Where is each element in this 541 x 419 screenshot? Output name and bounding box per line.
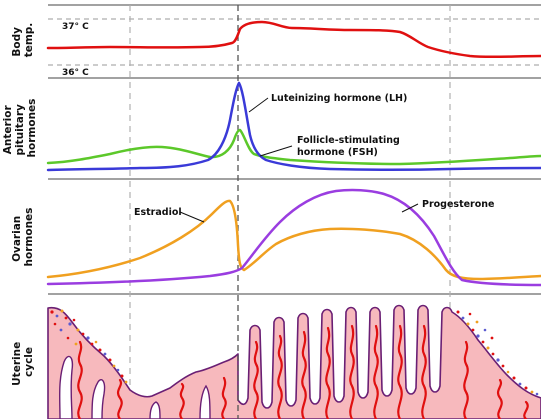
spiral-arteries — [77, 324, 529, 419]
fsh-leader — [259, 145, 293, 157]
progesterone-leader — [401, 203, 419, 213]
progesterone-curve — [46, 188, 541, 287]
hormone-annotations: Luteinizing hormone (LH) Follicle-stimul… — [134, 93, 494, 223]
fsh-label: Follicle-stimulating hormone (FSH) — [297, 135, 403, 158]
estradiol-curve — [46, 199, 541, 281]
lh-leader — [248, 97, 269, 113]
endometrial-glands — [58, 355, 211, 419]
row-label-body-temp: Body temp. — [11, 23, 35, 58]
temp-low-label: 36° C — [62, 68, 89, 78]
row-labels: Body temp. Anterior pituitary hormones O… — [2, 23, 38, 386]
menstrual-debris-left — [50, 309, 128, 384]
temperature-reference-lines — [48, 18, 541, 66]
estradiol-leader — [179, 211, 205, 223]
body-temperature-curve — [46, 20, 541, 59]
endometrium — [47, 304, 541, 419]
lh-label: Luteinizing hormone (LH) — [271, 93, 407, 104]
panel-dividers — [48, 4, 541, 295]
temp-high-label: 37° C — [62, 22, 89, 32]
estradiol-label: Estradiol — [134, 207, 182, 218]
row-label-uterine: Uterine cycle — [11, 338, 35, 386]
fsh-curve — [46, 128, 541, 166]
row-label-ovarian: Ovarian hormones — [11, 208, 35, 267]
menstrual-debris-right — [456, 310, 539, 396]
row-label-anterior-pituitary: Anterior pituitary hormones — [2, 99, 38, 158]
lh-curve — [46, 81, 541, 172]
uterine-lining-illustration — [47, 304, 541, 419]
progesterone-label: Progesterone — [422, 199, 494, 210]
